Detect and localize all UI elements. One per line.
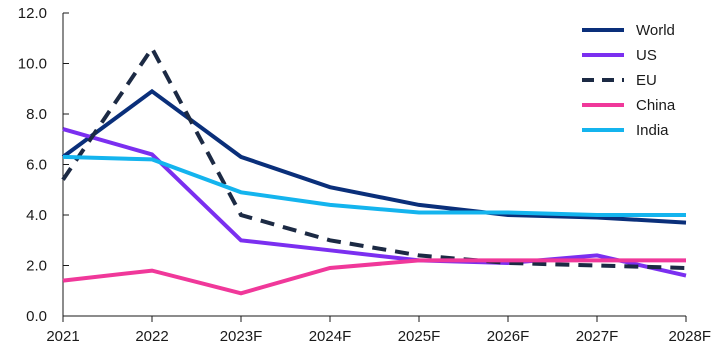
y-tick-label: 2.0 (26, 258, 47, 275)
y-tick-label: 12.0 (18, 5, 47, 22)
series-line-india (62, 154, 686, 217)
x-tick-label: 2028F (668, 328, 711, 345)
legend-label-us: US (636, 47, 657, 64)
x-tick-label: 2024F (309, 328, 352, 345)
legend: World US EU China India (582, 22, 676, 139)
series-line-us (62, 127, 687, 278)
legend-label-eu: EU (636, 72, 657, 89)
x-tick-label: 2022 (135, 328, 168, 345)
y-tick-label: 8.0 (26, 106, 47, 123)
series-line-world (61, 88, 687, 225)
x-tick-label: 2027F (576, 328, 619, 345)
x-tick-label: 2023F (220, 328, 263, 345)
y-tick-label: 0.0 (26, 308, 47, 325)
series-lines (61, 44, 687, 296)
x-axis-ticks: 2021 2022 2023F 2024F 2025F 2026F 2027F 2028F (46, 316, 711, 345)
y-tick-label: 10.0 (18, 56, 47, 73)
series-line-eu (61, 44, 687, 270)
series-line-china (62, 258, 686, 296)
x-tick-label: 2026F (487, 328, 530, 345)
x-tick-label: 2021 (46, 328, 79, 345)
y-axis-ticks: 0.0 2.0 4.0 6.0 8.0 10.0 12.0 (18, 5, 69, 325)
legend-label-china: China (636, 97, 676, 114)
y-tick-label: 6.0 (26, 157, 47, 174)
legend-label-india: India (636, 122, 669, 139)
y-tick-label: 4.0 (26, 207, 47, 224)
x-tick-label: 2025F (398, 328, 441, 345)
legend-label-world: World (636, 22, 675, 39)
